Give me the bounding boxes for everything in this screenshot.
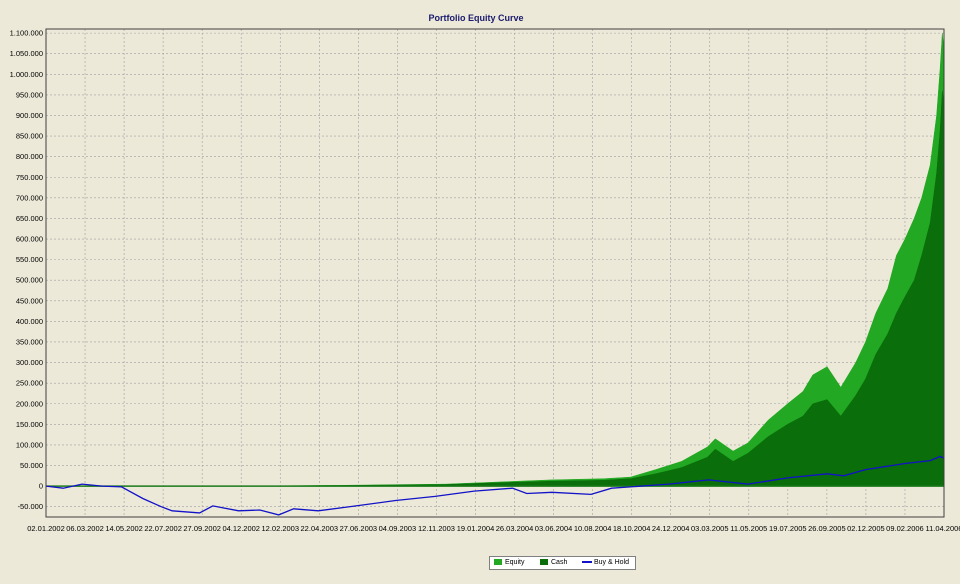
x-tick-label: 11.04.2006 xyxy=(926,524,960,533)
y-tick-label: 50.000 xyxy=(20,461,43,470)
plot-frame xyxy=(45,28,945,518)
y-tick-label: 700.000 xyxy=(16,193,43,202)
y-tick-label: 500.000 xyxy=(16,276,43,285)
legend: Equity Cash Buy & Hold xyxy=(489,556,636,570)
y-tick-label: 1.100.000 xyxy=(10,29,43,38)
x-tick-label: 04.09.2003 xyxy=(379,524,417,533)
legend-item-cash: Cash xyxy=(540,557,567,569)
x-tick-label: 26.09.2005 xyxy=(808,524,846,533)
x-tick-label: 14.05.2002 xyxy=(105,524,143,533)
chart-title: Portfolio Equity Curve xyxy=(428,13,523,23)
y-tick-label: 850.000 xyxy=(16,132,43,141)
x-tick-label: 22.04.2003 xyxy=(301,524,339,533)
y-tick-label: -50.000 xyxy=(18,502,43,511)
x-tick-label: 22.07.2002 xyxy=(144,524,182,533)
y-tick-label: 550.000 xyxy=(16,255,43,264)
x-tick-label: 11.05.2005 xyxy=(730,524,767,533)
y-tick-label: 300.000 xyxy=(16,358,43,367)
legend-item-buy-hold: Buy & Hold xyxy=(582,557,629,569)
series-line-buy-hold xyxy=(45,455,945,516)
x-tick-label: 12.02.2003 xyxy=(261,524,299,533)
x-tick-label: 19.01.2004 xyxy=(457,524,495,533)
x-tick-label: 12.11.2003 xyxy=(418,524,455,533)
x-tick-label: 03.03.2005 xyxy=(691,524,729,533)
x-tick-label: 18.10.2004 xyxy=(613,524,651,533)
y-tick-label: 450.000 xyxy=(16,296,43,305)
x-tick-label: 27.06.2003 xyxy=(340,524,378,533)
y-tick-label: 600.000 xyxy=(16,235,43,244)
y-tick-label: 0 xyxy=(39,482,43,491)
y-tick-label: 200.000 xyxy=(16,399,43,408)
x-tick-label: 26.03.2004 xyxy=(496,524,534,533)
x-tick-label: 04.12.2002 xyxy=(222,524,260,533)
equity-swatch-icon xyxy=(494,559,502,566)
y-tick-label: 350.000 xyxy=(16,337,43,346)
y-tick-label: 150.000 xyxy=(16,420,43,429)
x-tick-label: 10.08.2004 xyxy=(574,524,612,533)
y-tick-label: 650.000 xyxy=(16,214,43,223)
y-tick-label: 250.000 xyxy=(16,379,43,388)
y-tick-label: 1.000.000 xyxy=(10,70,43,79)
x-tick-label: 06.03.2002 xyxy=(66,524,104,533)
x-tick-label: 09.02.2006 xyxy=(886,524,924,533)
x-tick-label: 03.06.2004 xyxy=(535,524,573,533)
y-tick-label: 950.000 xyxy=(16,90,43,99)
y-tick-label: 1.050.000 xyxy=(10,49,43,58)
cash-swatch-icon xyxy=(540,559,548,566)
y-tick-label: 750.000 xyxy=(16,173,43,182)
x-tick-label: 27.09.2002 xyxy=(183,524,221,533)
legend-item-equity: Equity xyxy=(494,557,524,569)
x-tick-label: 02.01.2002 xyxy=(27,524,65,533)
x-tick-label: 19.07.2005 xyxy=(769,524,807,533)
x-tick-label: 24.12.2004 xyxy=(652,524,690,533)
x-tick-label: 02.12.2005 xyxy=(847,524,885,533)
y-tick-label: 800.000 xyxy=(16,152,43,161)
legend-label-equity: Equity xyxy=(505,559,525,566)
legend-label-buy-hold: Buy & Hold xyxy=(594,559,630,566)
y-tick-label: 900.000 xyxy=(16,111,43,120)
series-area-cash xyxy=(46,90,945,487)
y-tick-label: 100.000 xyxy=(16,440,43,449)
y-tick-label: 400.000 xyxy=(16,317,43,326)
buy-hold-swatch-icon xyxy=(582,561,592,564)
legend-label-cash: Cash xyxy=(551,559,568,566)
